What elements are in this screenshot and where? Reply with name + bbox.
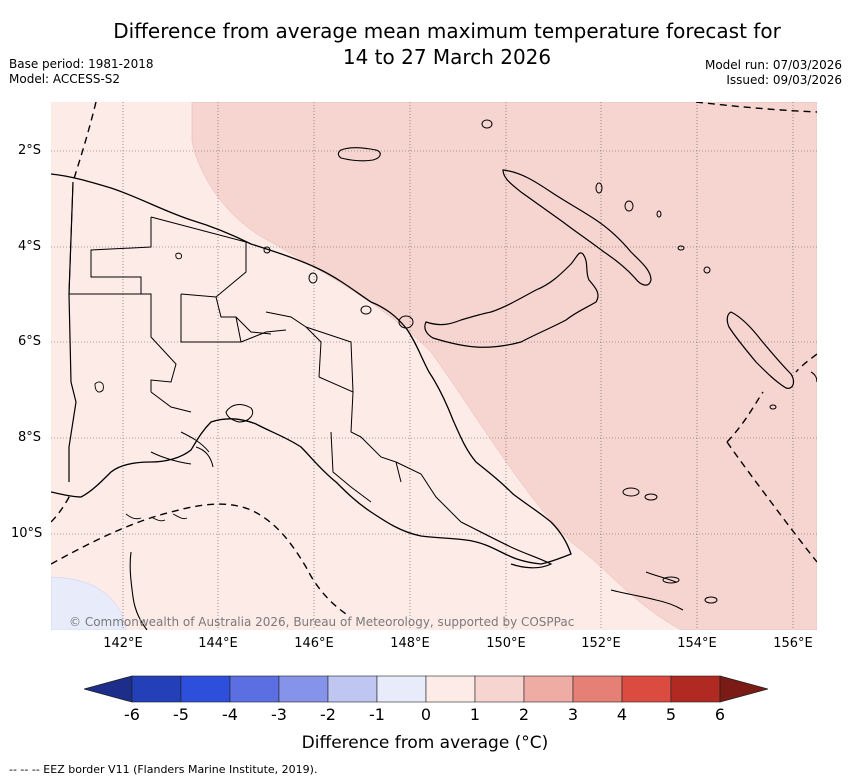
colorbar-tick-label: -3 — [271, 705, 287, 724]
colorbar-tick-label: 3 — [567, 705, 579, 724]
louisiade-archipelago — [610, 571, 684, 611]
cape-york-coast — [129, 551, 148, 630]
anomaly-neg-zone — [51, 576, 127, 630]
lon-label-156e: 156°E — [773, 636, 813, 651]
model-run: Model run: 07/03/2026 — [704, 58, 842, 72]
colorbar-cell — [670, 675, 721, 703]
colorbar-tick-label: 0 — [420, 705, 432, 724]
colorbar-tick-label: 4 — [616, 705, 628, 724]
colorbar-low-arrow — [82, 675, 133, 703]
papuan-peninsula-coast — [460, 521, 553, 569]
new-britain-island — [424, 252, 599, 348]
issued-date: Issued: 09/03/2026 — [726, 73, 842, 87]
gridlines — [51, 102, 817, 630]
title-line-2: 14 to 27 March 2026 — [342, 45, 552, 69]
lon-label-142e: 142°E — [103, 636, 143, 651]
lon-label-144e: 144°E — [198, 636, 238, 651]
colorbar-cell — [425, 675, 476, 703]
forecast-map — [51, 102, 817, 630]
lon-label-146e: 146°E — [294, 636, 334, 651]
colorbar-tick-label: -6 — [124, 705, 140, 724]
bougainville-island — [726, 311, 795, 389]
colorbar — [82, 675, 770, 707]
eez-borders — [51, 102, 817, 615]
small-lake — [175, 252, 182, 260]
colorbar-high-arrow — [719, 675, 770, 703]
manus-island — [337, 147, 381, 162]
png-indonesia-border — [68, 181, 77, 482]
colorbar-cell — [229, 675, 280, 703]
colorbar-tick-label: 6 — [714, 705, 726, 724]
colorbar-cell — [180, 675, 231, 703]
colorbar-tick-label: -2 — [320, 705, 336, 724]
meta-right: Model run: 07/03/2026 Issued: 09/03/2026 — [705, 58, 842, 88]
colorbar-cell — [523, 675, 574, 703]
colorbar-cell — [376, 675, 427, 703]
colorbar-tick-label: -1 — [369, 705, 385, 724]
lat-label-6s: 6°S — [18, 334, 42, 349]
lon-label-148e: 148°E — [390, 636, 430, 651]
colorbar-cell — [278, 675, 329, 703]
fly-river-delta — [150, 431, 214, 468]
lat-label-2s: 2°S — [18, 143, 42, 158]
title-line-1: Difference from average mean maximum tem… — [113, 19, 781, 43]
province-borders — [68, 181, 462, 523]
lat-label-8s: 8°S — [18, 430, 42, 445]
anomaly-1-2-zone — [191, 102, 817, 630]
lat-label-4s: 4°S — [18, 239, 42, 254]
colorbar-cell — [621, 675, 672, 703]
colorbar-tick-label: 5 — [665, 705, 677, 724]
copyright-notice: © Commonwealth of Australia 2026, Bureau… — [69, 615, 575, 629]
model-name: Model: ACCESS-S2 — [9, 72, 121, 86]
eez-legend-footer: -- -- -- EEZ border V11 (Flanders Marine… — [9, 763, 318, 776]
chart-title: Difference from average mean maximum tem… — [85, 18, 809, 70]
lon-label-150e: 150°E — [486, 636, 526, 651]
colorbar-label: Difference from average (°C) — [301, 733, 549, 753]
colorbar-cell — [474, 675, 525, 703]
colorbar-cell — [327, 675, 378, 703]
lake-murray — [225, 404, 254, 423]
lake-kutubu — [94, 381, 104, 393]
new-guinea-coastline — [51, 173, 572, 565]
lon-label-154e: 154°E — [677, 636, 717, 651]
small-islands — [263, 119, 777, 604]
lat-label-10s: 10°S — [11, 526, 43, 541]
colorbar-tick-label: -4 — [222, 705, 238, 724]
colorbar-tick-label: -5 — [173, 705, 189, 724]
colorbar-tick-label: 2 — [518, 705, 530, 724]
colorbar-tick-label: 1 — [469, 705, 481, 724]
meta-left: Base period: 1981-2018 Model: ACCESS-S2 — [9, 57, 154, 87]
lon-label-152e: 152°E — [581, 636, 621, 651]
colorbar-cell — [131, 675, 182, 703]
colorbar-cell — [572, 675, 623, 703]
solomon-fragment — [810, 371, 817, 383]
base-period: Base period: 1981-2018 — [9, 57, 154, 71]
new-ireland-island — [502, 169, 652, 286]
